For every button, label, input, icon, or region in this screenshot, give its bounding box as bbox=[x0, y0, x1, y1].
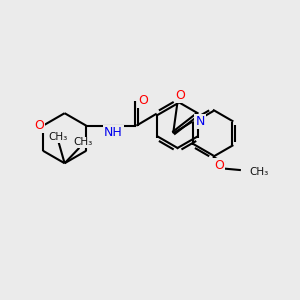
Text: O: O bbox=[176, 88, 185, 102]
Text: CH₃: CH₃ bbox=[49, 132, 68, 142]
Text: CH₃: CH₃ bbox=[73, 137, 92, 148]
Text: O: O bbox=[34, 118, 44, 132]
Text: O: O bbox=[138, 94, 148, 106]
Text: CH₃: CH₃ bbox=[250, 167, 269, 177]
Text: O: O bbox=[214, 159, 224, 172]
Text: N: N bbox=[195, 116, 205, 128]
Text: NH: NH bbox=[104, 126, 123, 139]
